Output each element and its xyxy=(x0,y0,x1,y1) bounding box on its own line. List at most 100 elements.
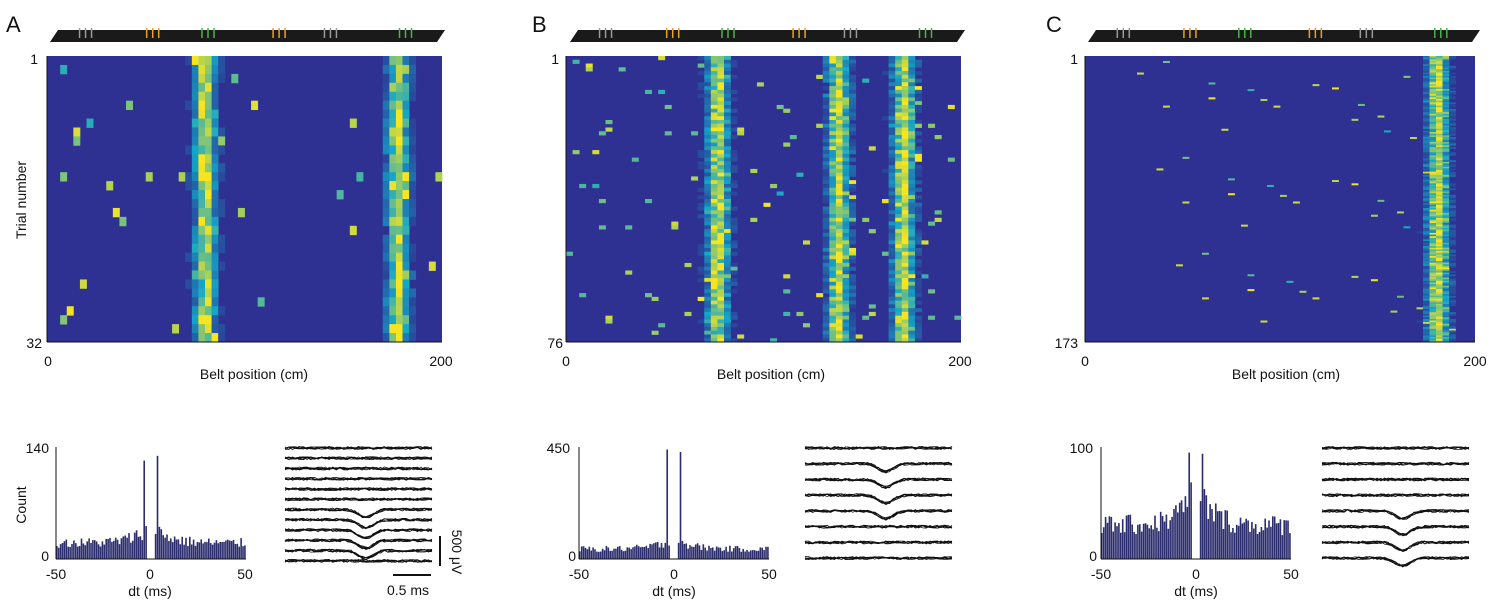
hist-b-xtick-0: -50 xyxy=(569,566,589,582)
raster-cell xyxy=(888,71,896,76)
raster-cell xyxy=(710,101,718,106)
hist-bar xyxy=(1203,489,1206,559)
raster-cell xyxy=(835,270,843,275)
raster-cell xyxy=(1449,287,1456,290)
raster-cell xyxy=(835,251,843,256)
raster-cell xyxy=(835,86,843,91)
raster-cell xyxy=(1436,307,1443,310)
raster-cell xyxy=(849,142,857,147)
raster-cell xyxy=(724,157,731,162)
raster-cell xyxy=(888,168,896,174)
raster-cell xyxy=(888,259,896,264)
hist-bar xyxy=(242,546,244,559)
raster-cell xyxy=(901,244,909,249)
raster-cell xyxy=(1429,56,1437,59)
raster-cell xyxy=(849,116,857,121)
raster-cell xyxy=(1436,279,1443,282)
raster-cell xyxy=(710,296,718,302)
raster-cell xyxy=(1423,198,1430,201)
raster-cell xyxy=(717,285,725,290)
raster-cell xyxy=(842,326,850,332)
raster-cell xyxy=(717,63,725,68)
raster-cell xyxy=(901,278,909,283)
raster-cell xyxy=(1423,280,1430,283)
raster-cell xyxy=(849,202,857,207)
hist-bar xyxy=(183,544,185,559)
raster-cell xyxy=(717,338,725,343)
waveform-trace xyxy=(1321,556,1470,567)
raster-cell xyxy=(389,324,397,334)
raster-cell xyxy=(908,330,916,335)
raster-cell xyxy=(389,225,397,236)
raster-cell xyxy=(829,240,837,245)
raster-cell xyxy=(730,157,738,162)
raster-cell xyxy=(1423,317,1430,320)
raster-cell xyxy=(1429,327,1437,330)
raster-cell xyxy=(1423,183,1430,186)
raster-cell xyxy=(1436,72,1443,75)
raster-cell xyxy=(211,225,219,236)
raster-cell xyxy=(1436,137,1443,140)
raster-cell xyxy=(1429,237,1437,240)
raster-cell xyxy=(198,288,206,298)
raster-cell xyxy=(724,247,731,253)
raster-cell xyxy=(822,176,830,181)
waveform-trace xyxy=(1321,477,1470,482)
raster-cell xyxy=(1429,282,1437,285)
waveform-trace xyxy=(1321,493,1470,498)
raster-cell xyxy=(1423,95,1430,98)
raster-cell xyxy=(1449,337,1456,340)
hist-bar xyxy=(1235,524,1238,559)
raster-cell xyxy=(888,157,896,162)
raster-cell xyxy=(218,73,226,84)
raster-cell xyxy=(395,64,403,75)
raster-cell xyxy=(1442,313,1450,316)
raster-cell xyxy=(389,190,397,200)
raster-cell xyxy=(1429,322,1437,325)
raster-cell xyxy=(1442,60,1450,64)
raster-cell xyxy=(1436,332,1443,335)
raster-cell xyxy=(756,82,764,87)
raster-cell xyxy=(835,56,843,61)
raster-cell xyxy=(1429,103,1437,106)
raster-cell xyxy=(835,210,843,215)
raster-cell xyxy=(1449,204,1456,207)
raster-cell xyxy=(888,112,896,117)
hist-bar xyxy=(611,550,613,559)
raster-cell xyxy=(1449,184,1456,188)
raster-cell xyxy=(724,236,731,241)
raster-cell xyxy=(1436,103,1443,106)
raster-cell xyxy=(842,308,850,313)
raster-cell xyxy=(842,338,850,343)
raster-cell xyxy=(1442,322,1450,325)
raster-cell xyxy=(710,119,718,125)
raster-cell xyxy=(697,56,705,61)
raster-cell xyxy=(389,91,397,102)
hist-bar xyxy=(618,546,621,559)
raster-cell xyxy=(1423,227,1430,230)
raster-cell xyxy=(888,255,896,260)
raster-cell xyxy=(1429,203,1437,206)
raster-cell xyxy=(710,195,718,200)
raster-cell xyxy=(835,93,843,98)
hist-bar xyxy=(738,548,741,559)
raster-cell xyxy=(1260,320,1268,323)
raster-cell xyxy=(1436,234,1443,237)
raster-cell xyxy=(205,252,212,262)
raster-cell xyxy=(211,234,219,245)
waveform-channel-0 xyxy=(1321,446,1470,450)
hist-bar xyxy=(613,548,615,559)
raster-cell xyxy=(888,326,896,332)
raster-cell xyxy=(1442,290,1450,293)
raster-cell xyxy=(888,119,896,125)
raster-cell xyxy=(382,56,390,66)
raster-cell xyxy=(402,270,410,280)
raster-cell xyxy=(1442,112,1450,115)
raster-cell xyxy=(908,135,916,140)
raster-cell xyxy=(1429,239,1437,242)
hist-bar xyxy=(1199,501,1202,559)
raster-cell xyxy=(1449,313,1456,316)
raster-cell xyxy=(822,161,830,166)
raster-cell xyxy=(901,255,909,260)
raster-cell xyxy=(389,145,397,155)
